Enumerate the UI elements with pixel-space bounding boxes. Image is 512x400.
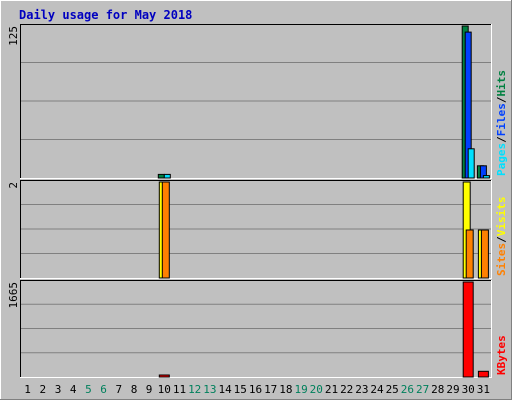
x-tick-label: 23 [355, 383, 368, 396]
x-tick-label: 28 [431, 383, 444, 396]
x-tick-label: 9 [146, 383, 153, 396]
panel-visits-sites: 2 Sites/Visits [7, 180, 508, 279]
chart-panels: 125Pages/Files/Hits2Sites/Visits1665KByt… [7, 24, 508, 378]
y-max-label: 2 [7, 182, 20, 189]
legend-entry: Files [495, 103, 508, 136]
bar-sites-day-30 [465, 229, 474, 279]
x-tick-label: 14 [218, 383, 232, 396]
legend-entry: Visits [495, 197, 508, 237]
legend-entry: KBytes [495, 335, 508, 375]
panel-legend: KBytes [495, 335, 508, 375]
x-tick-label: 16 [249, 383, 262, 396]
x-tick-label: 1 [24, 383, 31, 396]
bar-pages-day-31 [482, 175, 490, 179]
legend-entry: Sites [495, 243, 508, 276]
bar-pages-day-30 [467, 148, 475, 179]
panel-legend: Pages/Files/Hits [495, 70, 508, 176]
bar-kbytes-day-31 [477, 370, 489, 378]
x-tick-label: 20 [310, 383, 323, 396]
x-tick-label: 2 [39, 383, 46, 396]
x-tick-label: 25 [386, 383, 399, 396]
bar-sites-day-31 [480, 229, 489, 279]
x-tick-label: 12 [188, 383, 201, 396]
legend-entry: Hits [495, 70, 508, 97]
y-max-label: 125 [7, 26, 20, 46]
x-tick-label: 17 [264, 383, 277, 396]
legend-entry: / [495, 236, 508, 243]
x-tick-label: 31 [477, 383, 490, 396]
x-tick-label: 5 [85, 383, 92, 396]
x-tick-label: 27 [416, 383, 429, 396]
bar-sites-day-10 [161, 181, 170, 279]
bar-kbytes-day-10 [158, 374, 170, 378]
x-tick-label: 10 [158, 383, 171, 396]
chart-title: Daily usage for May 2018 [19, 8, 192, 22]
x-tick-label: 19 [294, 383, 307, 396]
x-tick-label: 11 [173, 383, 186, 396]
x-tick-label: 3 [55, 383, 62, 396]
x-tick-label: 22 [340, 383, 353, 396]
x-tick-label: 7 [115, 383, 122, 396]
bar-kbytes-day-30 [462, 281, 474, 378]
x-tick-label: 8 [131, 383, 138, 396]
x-tick-label: 30 [462, 383, 475, 396]
panel-legend: Sites/Visits [495, 197, 508, 277]
x-tick-label: 4 [70, 383, 77, 396]
x-tick-label: 24 [370, 383, 384, 396]
x-tick-label: 15 [234, 383, 247, 396]
x-tick-label: 29 [446, 383, 459, 396]
legend-entry: Pages [495, 143, 508, 176]
bar-pages-day-10 [163, 173, 171, 179]
bar-hits-day-10 [157, 173, 165, 179]
x-axis-ticks: 1 2 3 4 5 6 7 8 9 10 11 12 13 14 15 16 17 18 19 20 21 22 23 24 2… [24, 383, 490, 396]
x-tick-label: 26 [401, 383, 414, 396]
x-tick-label: 6 [100, 383, 107, 396]
x-tick-label: 13 [203, 383, 216, 396]
legend-entry: / [495, 136, 508, 143]
y-max-label: 1665 [7, 282, 20, 309]
x-tick-label: 18 [279, 383, 292, 396]
legend-entry: / [495, 96, 508, 103]
panel-kbytes: 1665 KBytes [7, 280, 508, 378]
x-tick-label: 21 [325, 383, 338, 396]
